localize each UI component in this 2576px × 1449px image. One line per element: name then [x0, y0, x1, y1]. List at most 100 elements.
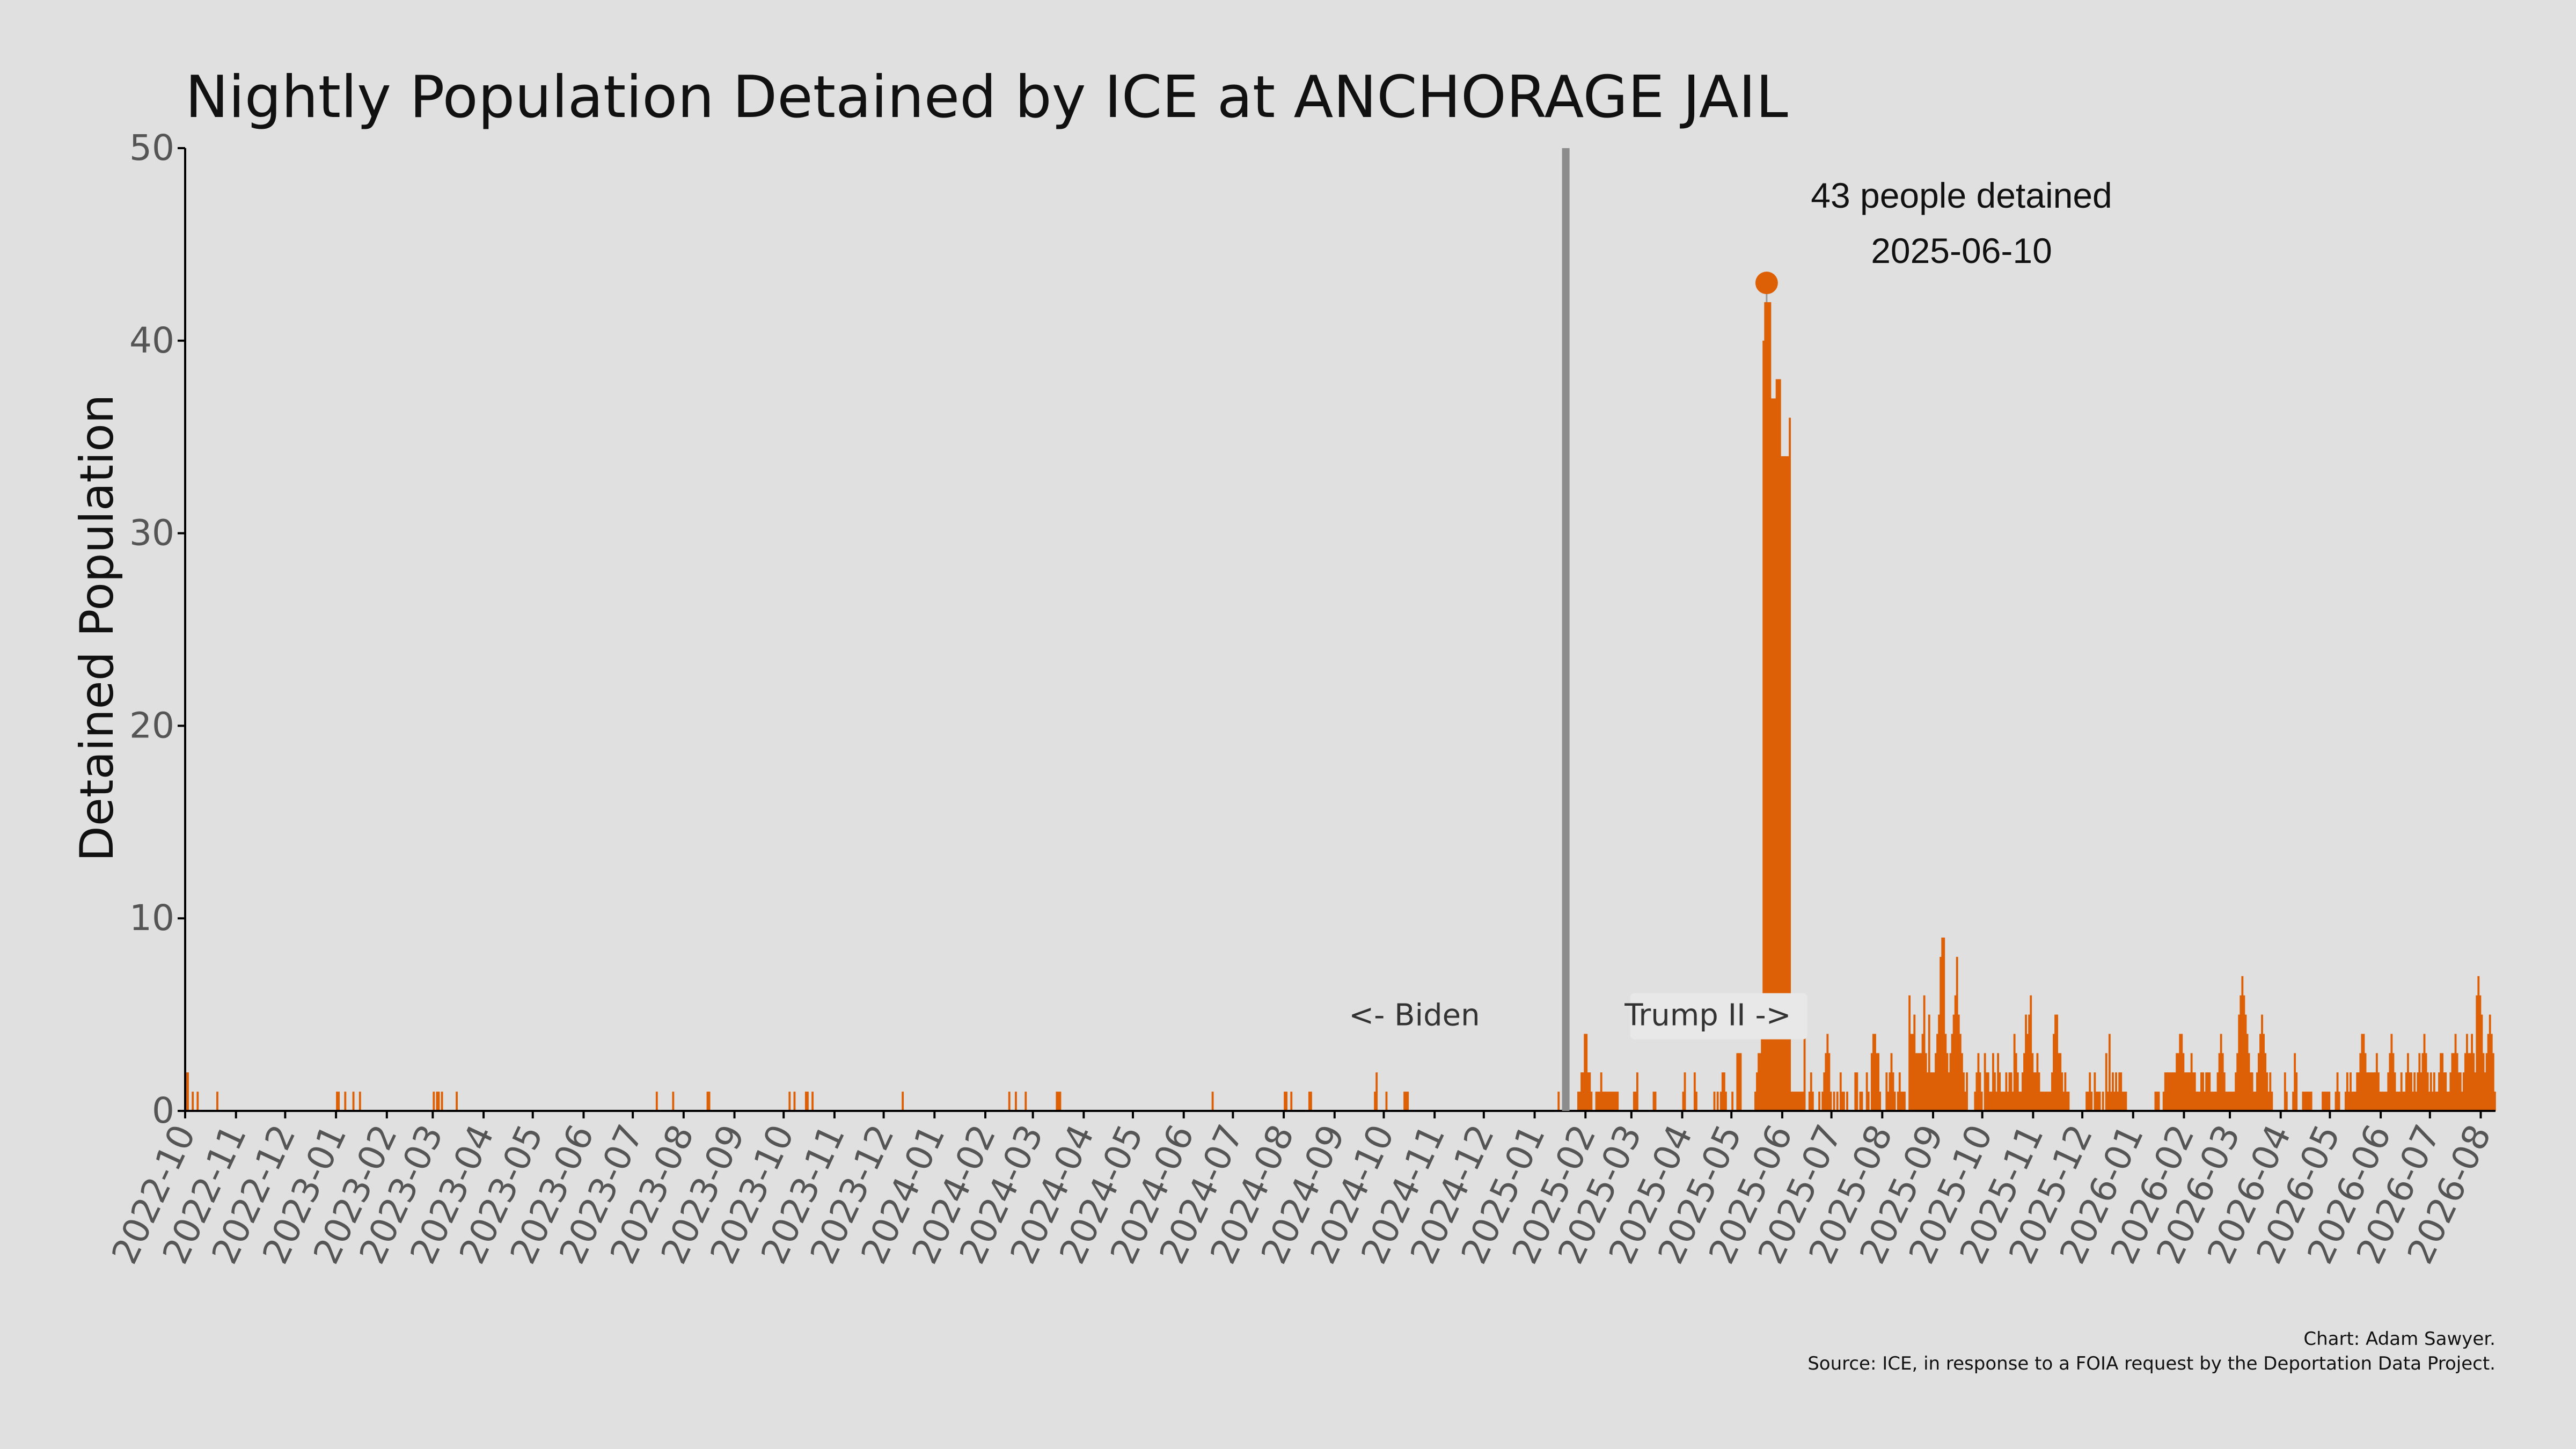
bar [2067, 1092, 2070, 1111]
bar [1874, 1034, 1876, 1111]
bar [2167, 1072, 2170, 1111]
bar [2425, 1053, 2427, 1111]
bar [1890, 1053, 1893, 1111]
bar [1764, 302, 1767, 1111]
bar [1652, 1092, 1655, 1111]
bar [2413, 1072, 2416, 1111]
bar-series [185, 302, 2496, 1111]
bar [1792, 1092, 1795, 1111]
bar [1975, 1072, 1978, 1111]
bar [2308, 1092, 2311, 1111]
bar [1605, 1092, 1607, 1111]
bar [2043, 1092, 2045, 1111]
bar [2102, 1092, 2104, 1111]
bar [2033, 1072, 2036, 1111]
bar [2184, 1072, 2186, 1111]
bar [1811, 1092, 1814, 1111]
bar [2336, 1072, 2339, 1111]
bar [196, 1092, 199, 1111]
bar [1984, 1053, 1986, 1111]
bar [2156, 1092, 2158, 1111]
bar [1997, 1053, 2000, 1111]
bar [2097, 1092, 2099, 1111]
bar [2372, 1072, 2375, 1111]
bar [1682, 1092, 1685, 1111]
bar [2059, 1053, 2062, 1111]
biden-label: <- Biden [1349, 998, 1480, 1033]
bar [2402, 1092, 2404, 1111]
bar [2323, 1092, 2326, 1111]
bar [2375, 1053, 2378, 1111]
bar [1825, 1053, 1827, 1111]
bar [2030, 995, 2032, 1111]
bar [2346, 1072, 2348, 1111]
bar [1898, 1072, 1901, 1111]
bar [2008, 1072, 2011, 1111]
bar [1403, 1092, 1406, 1111]
bar [1867, 1092, 1870, 1111]
bar [1777, 379, 1780, 1111]
bar [2482, 1053, 2485, 1111]
bar [1603, 1092, 1606, 1111]
bar [2023, 1053, 2025, 1111]
bar [1977, 1053, 1980, 1111]
bar [2125, 1092, 2127, 1111]
bar [2361, 1034, 2363, 1111]
bar [2484, 1072, 2486, 1111]
bar [2461, 1092, 2463, 1111]
bar [1928, 1014, 1930, 1111]
bar [2438, 1072, 2440, 1111]
bar [1601, 1092, 1604, 1111]
trump-label-background [1630, 993, 1807, 1040]
bar [1959, 1034, 1962, 1111]
bar [216, 1092, 218, 1111]
bar [1900, 1092, 1902, 1111]
bar [2390, 1034, 2393, 1111]
bar [1865, 1072, 1868, 1111]
bar [2474, 1072, 2477, 1111]
bar [2205, 1072, 2208, 1111]
bar [358, 1092, 361, 1111]
bar [2409, 1072, 2411, 1111]
bar [1966, 1072, 1968, 1111]
bar [436, 1092, 438, 1111]
peak-date-label: 2025-06-10 [1871, 231, 2052, 270]
bar [2384, 1092, 2387, 1111]
bar [2110, 1092, 2112, 1111]
bar [2449, 1072, 2452, 1111]
y-tick-label: 40 [129, 320, 174, 361]
bar [1846, 1092, 1848, 1111]
bar [1290, 1092, 1293, 1111]
bar [2354, 1092, 2357, 1111]
bar [1803, 1014, 1806, 1111]
bar [1739, 1053, 1742, 1111]
bar [2370, 1072, 2373, 1111]
bar [2200, 1072, 2202, 1111]
bar [2492, 1053, 2494, 1111]
bar [2457, 1072, 2460, 1111]
bar [2193, 1072, 2196, 1111]
bar [2407, 1053, 2409, 1111]
bar [1987, 1072, 1989, 1111]
bar [2210, 1092, 2213, 1111]
bar [708, 1092, 711, 1111]
bar [2471, 1034, 2473, 1111]
bar [1944, 1034, 1947, 1111]
bar [2394, 1072, 2396, 1111]
bar [1557, 1092, 1560, 1111]
bar [2367, 1072, 2370, 1111]
bar [804, 1092, 807, 1111]
bar [1774, 398, 1776, 1111]
bar [1795, 1092, 1798, 1111]
bar [1612, 1092, 1614, 1111]
bar [2382, 1092, 2385, 1111]
bar [1923, 995, 1926, 1111]
bar [1731, 1092, 1734, 1111]
bar [2389, 1053, 2391, 1111]
bar [2189, 1072, 2191, 1111]
bar [2007, 1092, 2009, 1111]
bar [1823, 1072, 1826, 1111]
bar [2395, 1092, 2398, 1111]
bar [1024, 1092, 1027, 1111]
